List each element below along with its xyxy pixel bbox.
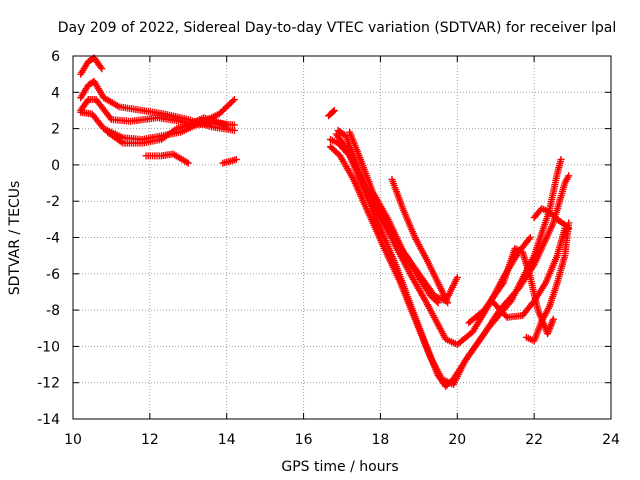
y-tick-label: 6 — [51, 49, 60, 65]
data-point — [232, 155, 240, 163]
y-tick-label: -2 — [46, 194, 60, 210]
series-track-8 — [325, 106, 338, 120]
plot-frame — [72, 55, 612, 420]
x-tick-label: 18 — [372, 432, 390, 448]
x-tick-label: 24 — [602, 432, 620, 448]
data-point — [453, 273, 461, 281]
x-tick-label: 12 — [141, 432, 159, 448]
y-tick-label: 2 — [51, 122, 60, 138]
series-track-18 — [530, 204, 573, 232]
x-tick-label: 20 — [448, 432, 466, 448]
data-point — [526, 234, 534, 241]
y-tick-label: -6 — [46, 267, 60, 283]
data-point — [563, 223, 571, 231]
series-track-14 — [388, 175, 452, 307]
data-point — [98, 65, 106, 73]
y-tick-label: -14 — [37, 412, 60, 428]
y-tick-label: -4 — [46, 231, 60, 247]
series-track-7 — [219, 155, 240, 167]
data-point — [557, 155, 565, 163]
series-track-15 — [465, 244, 557, 338]
series-track-13 — [346, 128, 461, 305]
data-point — [329, 107, 337, 115]
x-axis-label: GPS time / hours — [281, 459, 398, 475]
y-tick-label: -10 — [37, 339, 60, 355]
data-point — [444, 299, 452, 307]
x-tick-label: 22 — [525, 432, 543, 448]
data-point — [230, 121, 238, 129]
data-point — [184, 159, 192, 167]
data-point — [230, 96, 238, 104]
y-tick-label: -8 — [46, 303, 60, 319]
data-point — [330, 106, 338, 114]
data-point — [97, 63, 105, 71]
chart-title: Day 209 of 2022, Sidereal Day-to-day VTE… — [58, 20, 616, 36]
y-tick-label: -12 — [37, 376, 60, 392]
data-point — [525, 235, 533, 243]
series-track-6 — [142, 150, 192, 167]
data-point — [223, 121, 231, 129]
data-point — [565, 172, 573, 180]
y-axis-label: SDTVAR / TECUs — [7, 181, 23, 296]
x-tick-labels: 10 12 14 16 18 20 22 24 — [64, 432, 620, 448]
series-track-1 — [77, 54, 106, 78]
series-track-5 — [104, 114, 231, 147]
y-tick-labels: -14 -12 -10 -8 -6 -4 -2 0 2 4 6 — [37, 49, 60, 428]
y-tick-label: 0 — [51, 158, 60, 174]
data-point — [565, 224, 573, 232]
data-point — [549, 315, 557, 323]
data-point — [229, 97, 237, 105]
x-tick-label: 10 — [64, 432, 82, 448]
x-tick-label: 14 — [218, 432, 236, 448]
y-tick-label: 4 — [51, 85, 60, 101]
data-series — [77, 54, 573, 390]
data-point — [502, 312, 510, 320]
series-track-10 — [326, 143, 573, 389]
x-tick-label: 16 — [295, 432, 313, 448]
data-point — [343, 145, 351, 153]
